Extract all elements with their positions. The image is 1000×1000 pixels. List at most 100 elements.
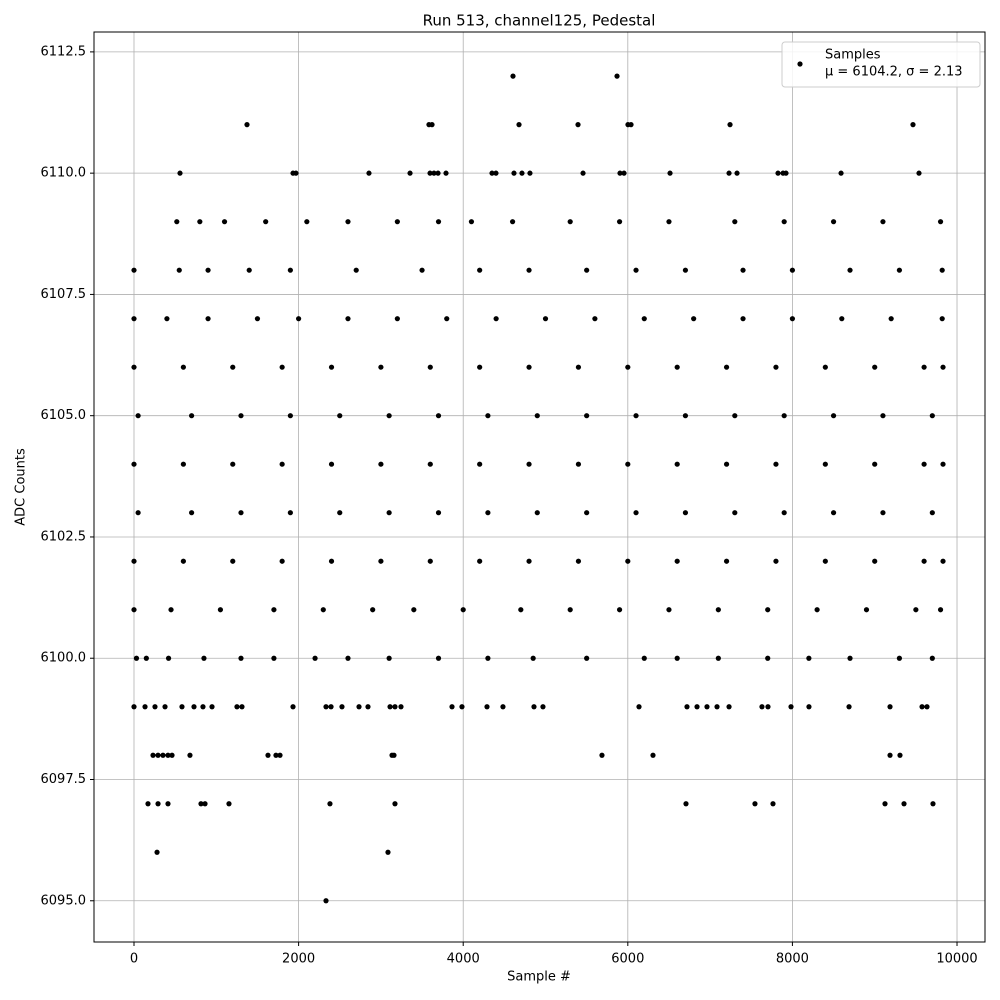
point [781,413,787,419]
point [921,461,927,467]
point [162,704,168,710]
point [435,219,442,225]
point [201,655,207,661]
point [131,364,137,370]
point [394,219,400,225]
point [155,801,161,807]
chart-title: Run 513, channel125, Pedestal [423,12,656,30]
point [940,364,946,370]
point [937,219,944,225]
point [765,607,771,613]
point [641,655,647,661]
point [444,316,450,322]
point [221,219,228,225]
point [830,413,837,419]
point [519,170,525,176]
point [296,316,302,322]
point [427,461,433,467]
point [765,704,771,710]
point [150,752,156,758]
point [209,704,215,710]
point [484,704,490,710]
point [164,316,170,322]
point [567,607,573,613]
point [940,461,946,467]
point [435,655,442,661]
point [599,752,605,758]
point [485,655,491,661]
point [205,316,211,322]
point [230,461,236,467]
point [378,461,384,467]
point [419,267,425,273]
point [187,752,193,758]
point [191,704,197,710]
x-tick-label: 10000 [936,952,977,967]
point [493,316,499,322]
point [765,655,771,661]
point [723,558,730,564]
point [435,170,441,176]
point [847,655,853,661]
point [650,752,656,758]
point [489,170,495,176]
point [366,170,372,176]
point [584,655,590,661]
point [238,655,244,661]
point [246,267,252,273]
point [788,704,794,710]
point [169,752,175,758]
point [872,461,878,467]
point [323,704,329,710]
point [674,461,680,467]
point [919,704,925,710]
point [468,219,475,225]
point [682,510,689,516]
y-axis-label: ADC Counts [14,448,29,526]
point [781,219,787,225]
point [732,510,738,516]
point [633,413,639,419]
point [304,219,310,225]
point [770,801,776,807]
point [165,752,171,758]
point [230,364,236,370]
point [940,558,946,564]
point [177,170,183,176]
point [293,170,299,176]
point [398,704,404,710]
point [929,413,935,419]
point [666,219,672,225]
point [740,316,746,322]
point [822,461,828,467]
point [625,558,631,564]
point [530,655,536,661]
y-tick-label: 6112.5 [41,44,87,59]
point [154,849,160,855]
point [509,219,516,225]
point [133,655,140,661]
point [937,607,944,613]
point [789,316,796,322]
point [174,219,180,225]
point [910,122,916,128]
point [921,558,927,564]
point [723,461,730,467]
point [682,267,689,273]
point [385,849,391,855]
point [477,364,483,370]
point [518,607,524,613]
point [897,752,903,758]
point [830,219,837,225]
point [636,704,642,710]
point [160,752,166,758]
point [392,704,398,710]
point [674,655,680,661]
point [407,170,413,176]
point [715,655,721,661]
point [337,510,343,516]
point [888,316,894,322]
point [386,655,392,661]
point [921,364,927,370]
point [783,170,789,176]
